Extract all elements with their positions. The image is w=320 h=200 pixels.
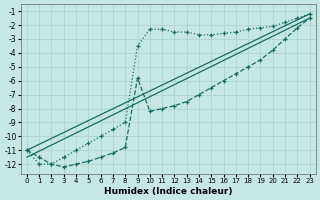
X-axis label: Humidex (Indice chaleur): Humidex (Indice chaleur) <box>104 187 233 196</box>
